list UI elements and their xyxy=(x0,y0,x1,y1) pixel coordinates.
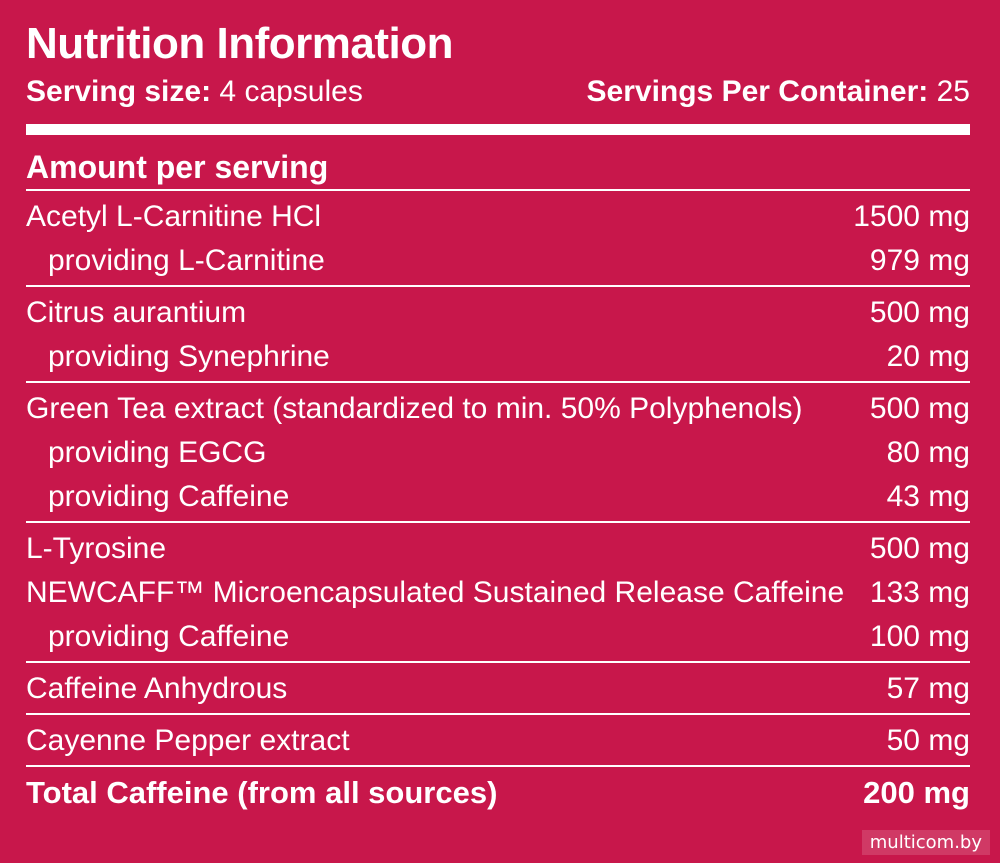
nutrient-row: Green Tea extract (standardized to min. … xyxy=(26,387,970,431)
nutrient-row: providing Synephrine 20 mg xyxy=(26,335,970,379)
nutrient-value: 57 mg xyxy=(886,672,970,705)
nutrient-value: 133 mg xyxy=(869,576,970,609)
nutrient-row: providing L-Carnitine 979 mg xyxy=(26,239,970,283)
nutrient-group: L-Tyrosine 500 mg NEWCAFF™ Microencapsul… xyxy=(26,523,970,663)
nutrient-value: 20 mg xyxy=(886,340,970,373)
nutrient-value: 500 mg xyxy=(869,296,970,329)
total-caffeine-row: Total Caffeine (from all sources) 200 mg xyxy=(26,771,970,815)
watermark: multicom.by xyxy=(861,830,990,855)
thick-divider xyxy=(26,124,970,135)
nutrient-group: Caffeine Anhydrous 57 mg xyxy=(26,663,970,715)
serving-size-label: Serving size: xyxy=(26,75,212,108)
nutrient-row: L-Tyrosine 500 mg xyxy=(26,527,970,571)
nutrient-value: 500 mg xyxy=(869,532,970,565)
nutrient-name: Green Tea extract (standardized to min. … xyxy=(26,392,803,425)
nutrient-group: Acetyl L-Carnitine HCl 1500 mg providing… xyxy=(26,191,970,287)
servings-label: Servings Per Container: xyxy=(586,75,929,108)
thin-divider xyxy=(26,189,970,191)
nutrient-row: providing Caffeine 100 mg xyxy=(26,615,970,659)
nutrient-value: 200 mg xyxy=(863,775,970,810)
servings-value: 25 xyxy=(936,75,970,108)
nutrient-name: providing Caffeine xyxy=(48,620,290,653)
serving-size: Serving size: 4 capsules xyxy=(26,72,363,112)
nutrient-row: providing Caffeine 43 mg xyxy=(26,475,970,519)
nutrient-value: 50 mg xyxy=(886,724,970,757)
nutrient-value: 500 mg xyxy=(869,392,970,425)
nutrient-group: Green Tea extract (standardized to min. … xyxy=(26,383,970,523)
nutrient-row: Cayenne Pepper extract 50 mg xyxy=(26,719,970,763)
nutrient-name: L-Tyrosine xyxy=(26,532,167,565)
serving-info: Serving size: 4 capsules Servings Per Co… xyxy=(26,72,970,112)
nutrient-name: providing Synephrine xyxy=(48,340,330,373)
nutrient-row: providing EGCG 80 mg xyxy=(26,431,970,475)
nutrient-name: Cayenne Pepper extract xyxy=(26,724,350,757)
amount-header: Amount per serving xyxy=(26,149,329,185)
nutrient-value: 100 mg xyxy=(869,620,970,653)
nutrient-row: NEWCAFF™ Microencapsulated Sustained Rel… xyxy=(26,571,970,615)
nutrient-name: Caffeine Anhydrous xyxy=(26,672,288,705)
nutrient-name: NEWCAFF™ Microencapsulated Sustained Rel… xyxy=(26,576,845,609)
nutrient-row: Acetyl L-Carnitine HCl 1500 mg xyxy=(26,195,970,239)
nutrient-group: Citrus aurantium 500 mg providing Syneph… xyxy=(26,287,970,383)
servings-per-container: Servings Per Container: 25 xyxy=(587,72,970,112)
nutrient-value: 43 mg xyxy=(886,480,970,513)
nutrient-group: Cayenne Pepper extract 50 mg xyxy=(26,715,970,767)
panel-title: Nutrition Information xyxy=(26,19,454,68)
nutrient-value: 1500 mg xyxy=(853,200,970,233)
total-group: Total Caffeine (from all sources) 200 mg xyxy=(26,767,970,817)
nutrient-row: Citrus aurantium 500 mg xyxy=(26,291,970,335)
nutrient-name: Total Caffeine (from all sources) xyxy=(26,775,498,810)
nutrient-row: Caffeine Anhydrous 57 mg xyxy=(26,667,970,711)
nutrient-value: 80 mg xyxy=(886,436,970,469)
nutrient-name: providing EGCG xyxy=(48,436,267,469)
nutrient-name: Acetyl L-Carnitine HCl xyxy=(26,200,322,233)
nutrient-name: Citrus aurantium xyxy=(26,296,247,329)
nutrient-value: 979 mg xyxy=(869,244,970,277)
nutrient-name: providing L-Carnitine xyxy=(48,244,325,277)
serving-size-value: 4 capsules xyxy=(219,75,363,108)
nutrient-name: providing Caffeine xyxy=(48,480,290,513)
